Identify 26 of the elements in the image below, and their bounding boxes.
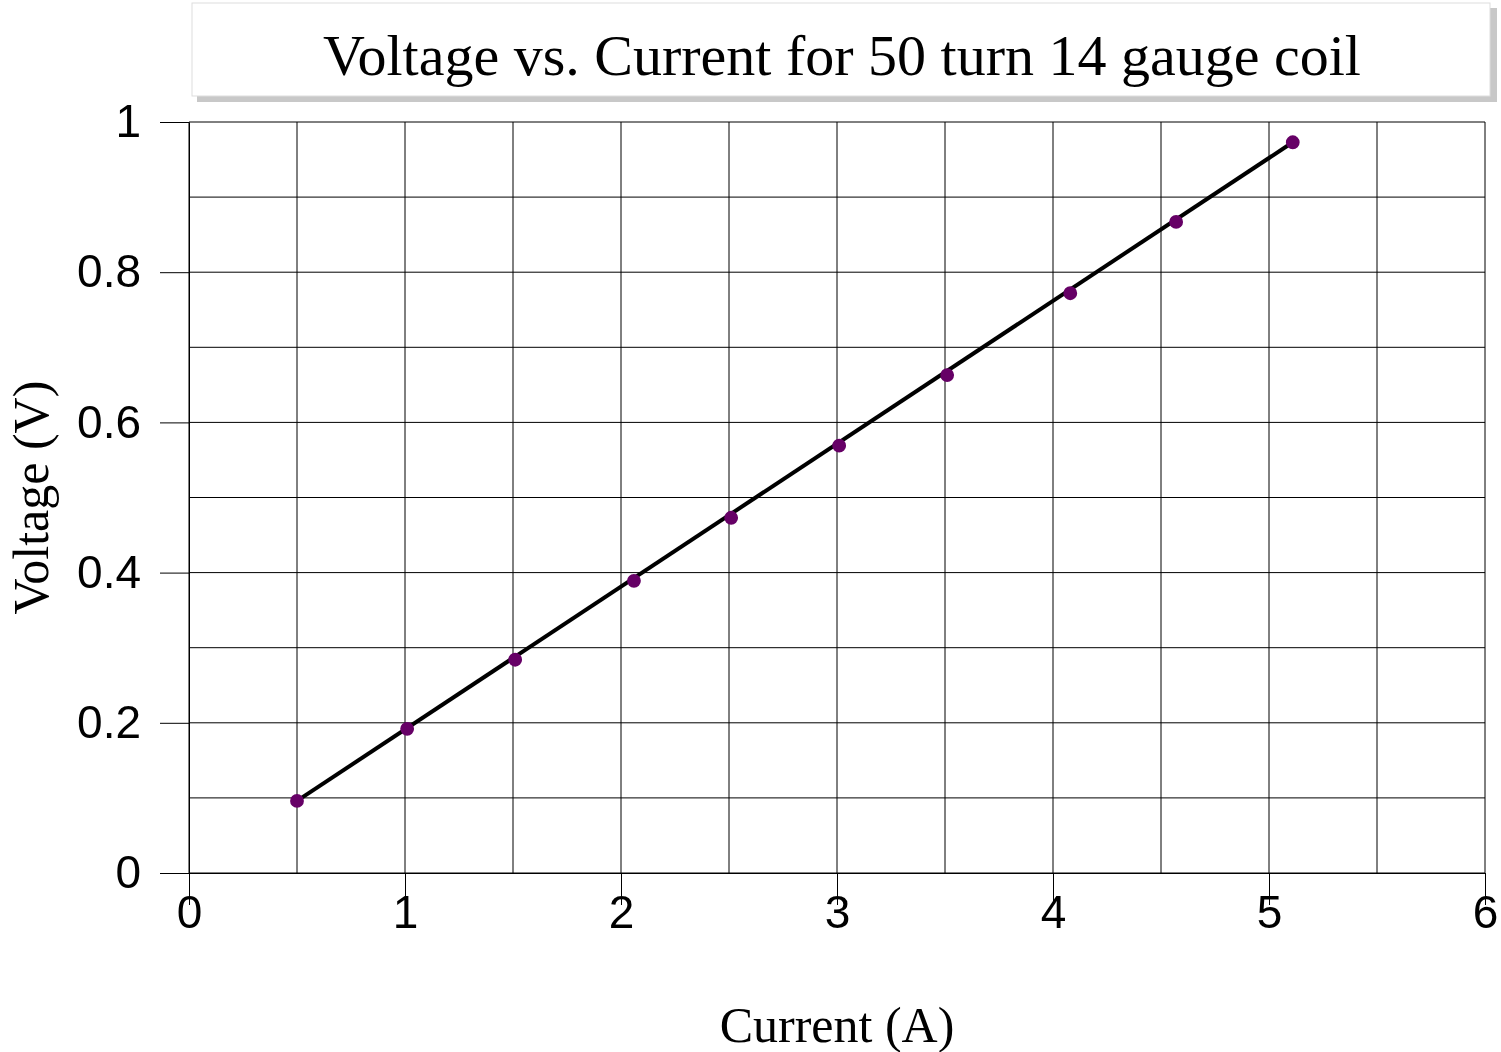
point	[1285, 135, 1300, 150]
x-tick-label: 6	[1472, 885, 1499, 938]
point	[400, 721, 415, 736]
x-tick-label: 1	[392, 885, 419, 938]
y-tick-label: 0.2	[77, 696, 141, 749]
y-tick-label: 1	[115, 95, 141, 148]
x-tick-label: 4	[1040, 885, 1067, 938]
x-tick-label: 3	[824, 885, 851, 938]
point	[940, 368, 955, 382]
point	[832, 438, 847, 453]
x-tick-label: 5	[1256, 885, 1283, 938]
y-axis-title: Voltage (V)	[3, 380, 59, 615]
y-tick-label: 0.4	[77, 545, 141, 598]
point	[290, 794, 304, 808]
y-tick-label: 0.8	[77, 245, 141, 298]
x-tick-label: 0	[176, 885, 203, 938]
x-axis-title: Current (A)	[719, 997, 955, 1052]
point	[627, 573, 641, 588]
y-tick-label: 0	[115, 846, 141, 899]
point	[1169, 214, 1184, 229]
point	[508, 652, 523, 667]
point	[1063, 286, 1078, 301]
y-tick-label: 0.6	[77, 395, 141, 448]
point	[724, 510, 739, 525]
x-tick-label: 2	[608, 885, 635, 938]
chart-title: Voltage vs. Current for 50 turn 14 gauge coil	[323, 23, 1361, 88]
